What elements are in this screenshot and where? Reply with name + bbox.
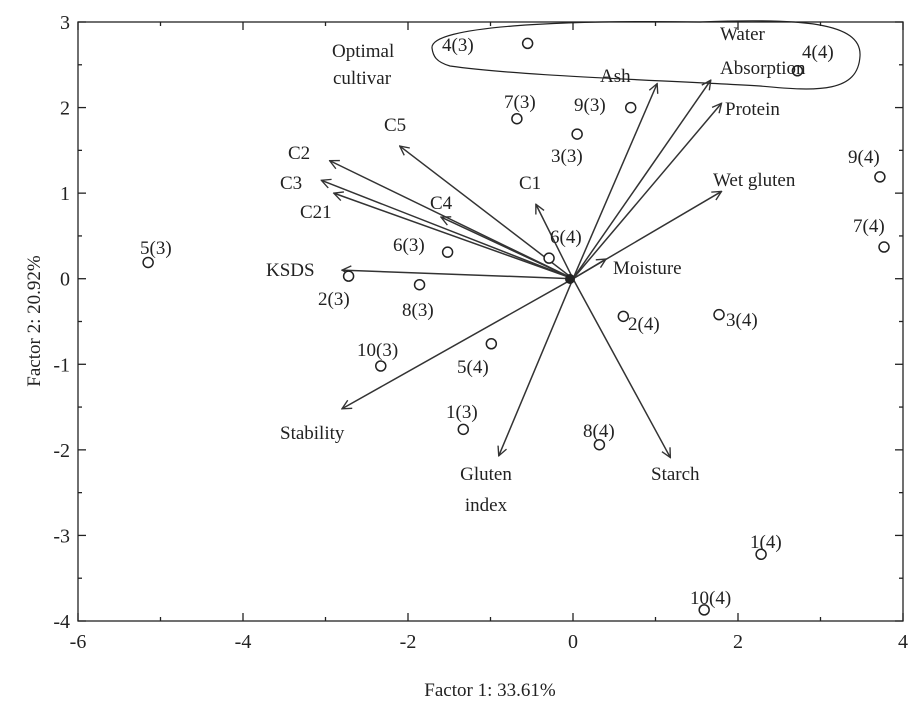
vector-label: Gluten index (460, 464, 512, 516)
point-label: 6(4) (550, 227, 582, 248)
score-points (142, 37, 890, 616)
point-label: 9(4) (848, 147, 880, 168)
point-label: 7(3) (504, 92, 536, 113)
score-point (874, 171, 886, 183)
point-label: 2(4) (628, 314, 660, 335)
y-tick-label: -2 (53, 440, 70, 462)
vector-label: C5 (384, 115, 406, 136)
x-tick-label: -2 (400, 631, 417, 653)
score-point (342, 270, 355, 282)
axis-ticks (77, 21, 904, 622)
x-tick-label: -4 (235, 631, 252, 653)
vector-label: C2 (288, 143, 310, 164)
score-point (713, 308, 725, 321)
vector-label: Protein (725, 99, 780, 120)
loading-vector (536, 204, 574, 280)
score-point (511, 112, 523, 125)
score-point (485, 337, 498, 350)
annotation-optimal: Optimal (332, 41, 394, 62)
point-labels: 4(3) 4(4) 7(3) 9(3) 3(3) 9(4) 7(4) 5(3) 6(3) 6(4)… (140, 35, 885, 609)
loading-vector (572, 80, 711, 280)
y-tick-label: 1 (60, 183, 70, 205)
point-label: 8(3) (402, 300, 434, 321)
vector-labels: Water Absorption Ash Protein Wet gluten Moist… (266, 24, 806, 516)
score-point (698, 604, 710, 616)
point-label: 3(4) (726, 310, 758, 331)
vector-label: Moisture (613, 258, 682, 279)
loading-vector (441, 217, 574, 280)
point-label: 8(4) (583, 421, 615, 442)
loading-vector (572, 103, 722, 280)
x-axis-title: Factor 1: 33.61% (424, 680, 556, 701)
point-label: 5(3) (140, 238, 172, 259)
y-tick-label: 2 (60, 98, 70, 120)
vector-label: Starch (651, 464, 700, 485)
point-label: 2(3) (318, 289, 350, 310)
vector-label: C4 (430, 193, 453, 214)
y-tick-label: -1 (53, 354, 70, 376)
score-point (441, 246, 454, 258)
point-label: 6(3) (393, 235, 425, 256)
point-label: 7(4) (853, 216, 885, 237)
loading-vector (572, 278, 670, 458)
vector-label: C3 (280, 173, 302, 194)
y-tick-label: -3 (53, 525, 70, 547)
score-point (593, 438, 606, 451)
loading-vector (572, 84, 657, 280)
point-label: 10(3) (357, 340, 398, 361)
score-point (625, 101, 637, 114)
x-tick-label: 0 (568, 631, 578, 653)
loading-vector (572, 259, 606, 280)
score-point (571, 128, 583, 140)
point-label: 5(4) (457, 357, 489, 378)
point-label: 1(4) (750, 532, 782, 553)
score-point (375, 360, 387, 372)
annotation-cultivar: cultivar (333, 68, 392, 89)
point-label: 4(4) (802, 42, 834, 63)
score-point (791, 65, 804, 77)
y-axis-title: Factor 2: 20.92% (24, 255, 45, 387)
loading-vector (321, 180, 574, 280)
x-tick-label: -6 (70, 631, 87, 653)
y-tick-label: 0 (60, 269, 70, 291)
loading-vector (334, 193, 574, 280)
vector-label: Stability (280, 423, 345, 444)
score-point (617, 310, 630, 323)
point-label: 1(3) (446, 402, 478, 423)
vector-label: KSDS (266, 260, 315, 281)
point-label: 4(3) (442, 35, 474, 56)
loading-vector (342, 270, 574, 280)
vector-label: C1 (519, 173, 541, 194)
score-point (755, 548, 767, 561)
score-point (521, 37, 534, 50)
point-label: 10(4) (690, 588, 731, 609)
loading-vector (499, 278, 574, 456)
score-point (413, 278, 426, 291)
x-tick-label: 2 (733, 631, 743, 653)
score-point (543, 252, 555, 264)
y-tick-label: -4 (53, 611, 70, 633)
x-tick-label: 4 (898, 631, 908, 653)
vector-label: Water Absorption (720, 24, 806, 79)
score-point (457, 423, 470, 436)
loading-vector (342, 278, 574, 409)
score-point (142, 256, 154, 269)
score-point (878, 241, 890, 253)
vector-label: Wet gluten (713, 170, 796, 191)
optimal-cultivar-outline (431, 20, 861, 90)
vector-label: C21 (300, 202, 332, 223)
origin-dot (565, 274, 575, 284)
vector-label: Ash (600, 66, 631, 87)
y-tick-label: 3 (60, 12, 70, 34)
point-label: 3(3) (551, 146, 583, 167)
point-label: 9(3) (574, 95, 606, 116)
